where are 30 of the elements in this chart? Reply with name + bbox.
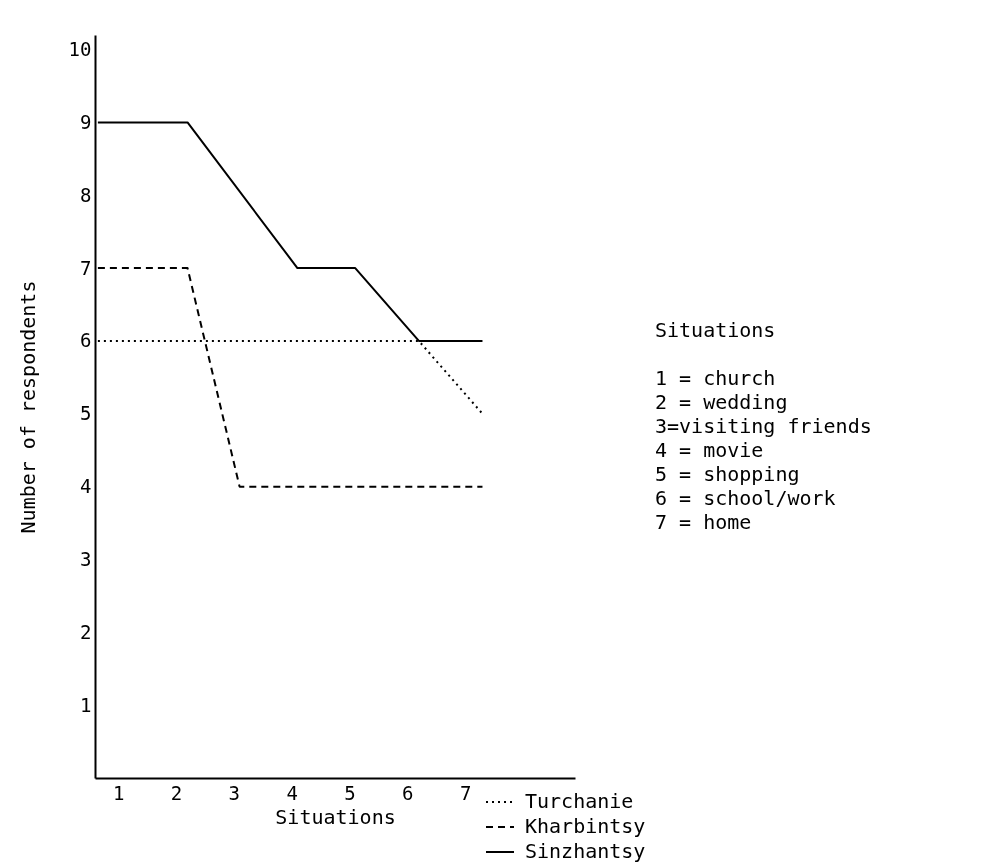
text: 2 = wedding bbox=[655, 390, 789, 414]
text: 3=visiting friends bbox=[655, 414, 872, 438]
x-axis-title: Situations bbox=[275, 804, 396, 829]
y-tick-label: 3 bbox=[80, 547, 92, 570]
legend-label: Turchanie bbox=[525, 789, 634, 813]
y-tick-label: 1 bbox=[80, 693, 92, 716]
text: 1 = church bbox=[655, 366, 777, 390]
text: 6 = school/work bbox=[655, 486, 837, 510]
legend-label: Kharbintsy bbox=[525, 814, 646, 838]
x-tick-label: 1 bbox=[112, 781, 125, 804]
text: 7 = home bbox=[655, 510, 753, 534]
text: Situations bbox=[655, 318, 777, 342]
text: 5 = shopping bbox=[655, 462, 801, 486]
y-tick-label: 7 bbox=[80, 256, 92, 279]
x-tick-label: 4 bbox=[286, 781, 298, 804]
x-tick-label: 7 bbox=[459, 781, 472, 804]
y-tick-label: 4 bbox=[80, 475, 92, 498]
y-tick-label: 9 bbox=[80, 110, 92, 133]
y-tick-label: 6 bbox=[80, 329, 92, 352]
y-axis-title: Number of respondents bbox=[15, 280, 40, 534]
x-tick-label: 6 bbox=[402, 781, 414, 804]
y-tick-label: 8 bbox=[80, 183, 92, 206]
legend-label: Sinzhantsy bbox=[525, 839, 646, 863]
x-tick-label: 5 bbox=[344, 781, 356, 804]
y-tick-label: 10 bbox=[68, 38, 92, 61]
y-tick-label: 5 bbox=[80, 402, 92, 425]
x-tick-label: 3 bbox=[228, 781, 241, 804]
text: 4 = movie bbox=[655, 438, 765, 462]
y-tick-label: 2 bbox=[80, 620, 92, 643]
x-tick-label: 2 bbox=[170, 781, 183, 804]
